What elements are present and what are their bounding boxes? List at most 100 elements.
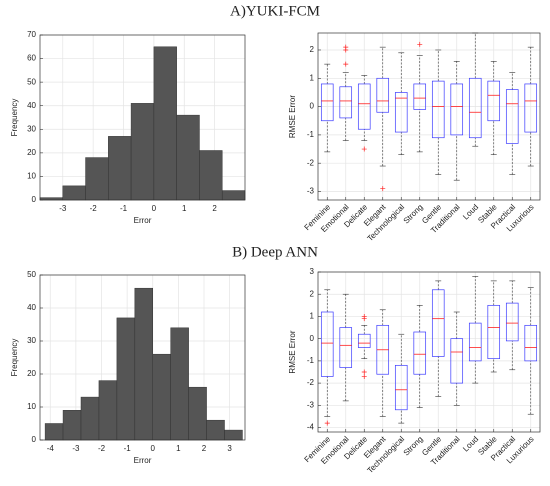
- y-tick-label: 10: [27, 402, 36, 411]
- outlier: [361, 316, 367, 322]
- plot-frame: [39, 34, 246, 201]
- x-tick-label: -4: [47, 444, 55, 453]
- x-tick-label: 2: [212, 204, 217, 213]
- y-tick-label: 2: [310, 45, 315, 54]
- histogram-bar: [170, 327, 189, 441]
- outlier: [343, 61, 349, 67]
- box: [431, 80, 445, 139]
- box: [357, 333, 371, 348]
- y-tick-label: -3: [307, 400, 315, 409]
- outlier: [361, 146, 367, 152]
- y-tick-label: 50: [27, 270, 36, 279]
- box: [450, 338, 464, 384]
- box: [468, 322, 482, 362]
- histogram-bar: [221, 190, 246, 201]
- box: [468, 77, 482, 139]
- histogram-bar: [62, 185, 86, 201]
- x-axis-label: Error: [134, 456, 152, 465]
- y-tick-label: 20: [27, 148, 36, 157]
- outlier: [380, 186, 386, 192]
- histogram-bar: [44, 423, 64, 441]
- x-tick-label: Strong: [402, 435, 425, 458]
- box: [357, 83, 371, 130]
- y-tick-label: 0: [310, 102, 315, 111]
- x-tick-label: 1: [182, 204, 187, 213]
- x-tick-label: -1: [124, 444, 132, 453]
- x-tick-label: 0: [152, 204, 157, 213]
- y-tick-label: 20: [27, 369, 36, 378]
- box: [339, 86, 353, 119]
- histogram-bar: [176, 114, 200, 201]
- histogram-bar: [152, 353, 171, 441]
- histogram-bar: [199, 150, 223, 201]
- y-tick-label: -4: [307, 423, 315, 432]
- outlier: [417, 41, 423, 47]
- plot-frame: [39, 274, 246, 441]
- plot-frame: [317, 271, 541, 433]
- section-title: A)YUKI-FCM: [230, 3, 320, 19]
- box: [524, 324, 538, 362]
- x-tick-label: -3: [72, 444, 80, 453]
- y-tick-label: 70: [27, 30, 36, 39]
- y-tick-label: 1: [310, 73, 315, 82]
- box: [394, 92, 408, 133]
- y-axis-label: Frequency: [10, 339, 19, 377]
- y-tick-label: 60: [27, 54, 36, 63]
- x-tick-label: 0: [151, 444, 156, 453]
- x-tick-label: -2: [90, 204, 98, 213]
- y-axis-label: RMSE Error: [288, 95, 297, 138]
- y-tick-label: 40: [27, 101, 36, 110]
- y-tick-label: -3: [307, 187, 315, 196]
- box: [524, 83, 538, 133]
- histogram-bar: [153, 46, 177, 201]
- y-tick-label: 40: [27, 303, 36, 312]
- plot-frame: [317, 32, 541, 201]
- y-tick-label: 10: [27, 172, 36, 181]
- x-tick-label: Strong: [402, 203, 425, 226]
- histogram-bar: [130, 103, 155, 201]
- outlier: [361, 373, 367, 379]
- histogram-bar: [224, 429, 243, 441]
- histogram-bar: [62, 410, 82, 441]
- box: [320, 83, 334, 122]
- histogram-bar: [39, 197, 64, 201]
- box: [450, 83, 464, 136]
- box: [413, 331, 427, 375]
- y-tick-label: 30: [27, 336, 36, 345]
- section-title: B) Deep ANN: [232, 244, 318, 260]
- box: [505, 89, 519, 144]
- histogram-bar: [108, 136, 132, 201]
- histogram-bar: [85, 157, 109, 201]
- box: [487, 80, 501, 122]
- outlier: [343, 47, 349, 53]
- x-tick-label: -2: [98, 444, 106, 453]
- box: [431, 289, 445, 357]
- y-tick-label: -2: [307, 378, 315, 387]
- y-tick-label: 0: [32, 195, 37, 204]
- y-tick-label: -1: [307, 130, 315, 139]
- outlier: [324, 420, 330, 426]
- y-tick-label: 50: [27, 77, 36, 86]
- x-tick-label: 3: [227, 444, 232, 453]
- y-tick-label: 0: [32, 435, 37, 444]
- histogram-bar: [134, 287, 153, 441]
- histogram-bar: [98, 380, 118, 441]
- box: [487, 304, 501, 360]
- y-tick-label: 0: [310, 334, 315, 343]
- box: [394, 364, 408, 411]
- x-tick-label: 2: [202, 444, 207, 453]
- y-axis-label: Frequency: [10, 99, 19, 137]
- y-axis-label: RMSE Error: [288, 330, 297, 373]
- outlier: [361, 369, 367, 375]
- y-tick-label: -2: [307, 158, 315, 167]
- box: [339, 327, 353, 368]
- y-tick-label: 30: [27, 124, 36, 133]
- y-tick-label: 2: [310, 289, 315, 298]
- box: [376, 77, 390, 113]
- x-tick-label: -3: [59, 204, 67, 213]
- y-tick-label: 3: [310, 267, 315, 276]
- histogram-bar: [188, 386, 207, 441]
- box: [505, 302, 519, 342]
- histogram-bar: [206, 419, 225, 441]
